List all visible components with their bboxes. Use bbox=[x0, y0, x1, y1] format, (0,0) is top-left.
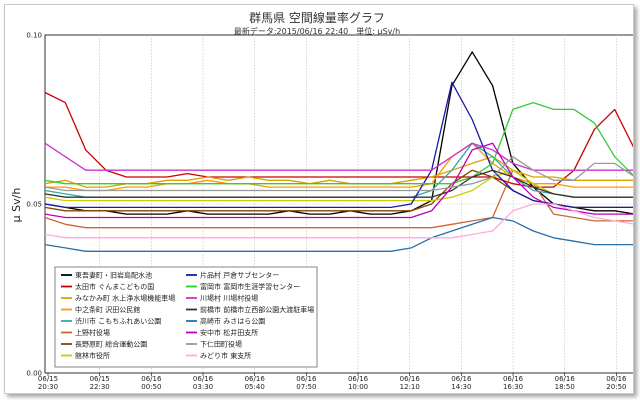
chart-title: 群馬県 空間線量率グラフ bbox=[249, 10, 385, 25]
series-line-14 bbox=[44, 142, 633, 219]
x-tick-time: 07:50 bbox=[296, 383, 316, 391]
x-tick-time: 05:40 bbox=[245, 383, 265, 391]
legend-label: 太田市 ぐんまこどもの国 bbox=[75, 282, 154, 291]
x-axis-ticks: 06/1520:3006/1522:3006/1600:5006/1603:30… bbox=[38, 373, 627, 391]
chart-subtitle: 最新データ:2015/06/16 22:40 単位: μSv/h bbox=[234, 26, 400, 36]
x-tick-date: 06/16 bbox=[348, 375, 369, 383]
legend-label: 下仁田町役場 bbox=[200, 340, 242, 349]
series-lines bbox=[44, 51, 633, 252]
x-tick-time: 20:50 bbox=[606, 383, 626, 391]
chart-frame: 群馬県 空間線量率グラフ 最新データ:2015/06/16 22:40 単位: … bbox=[4, 4, 634, 394]
legend-label: 川場村 川場村役場 bbox=[200, 294, 258, 303]
series-line-10 bbox=[44, 101, 633, 185]
legend-label: 長野原町 総合運動公園 bbox=[75, 340, 147, 349]
y-axis-ticks: 0.00 0.05 0.10 bbox=[26, 32, 42, 378]
legend-label: みなかみ町 水上浄水場機能車場 bbox=[75, 294, 175, 303]
y-tick-label: 0.10 bbox=[26, 32, 42, 40]
legend-label: 中之条町 沢田公民館 bbox=[75, 305, 140, 314]
series-line-15 bbox=[44, 156, 633, 192]
x-tick-time: 18:50 bbox=[555, 383, 575, 391]
x-tick-date: 06/16 bbox=[141, 375, 162, 383]
x-tick-date: 06/16 bbox=[555, 375, 576, 383]
y-axis-label: μ Sv/h bbox=[10, 188, 23, 223]
legend-label: 片品村 戸倉サブセンター bbox=[200, 271, 279, 280]
x-tick-time: 12:10 bbox=[400, 383, 420, 391]
x-tick-date: 06/16 bbox=[296, 375, 317, 383]
legend-label: 前橋市 前橋市立西部公園大渡駐車場 bbox=[200, 305, 314, 314]
legend-label: 東吾妻町・旧岩島配水池 bbox=[75, 271, 152, 280]
x-tick-date: 06/16 bbox=[245, 375, 266, 383]
legend-label: みどり市 東支所 bbox=[200, 351, 251, 360]
legend-label: 館林市役所 bbox=[75, 351, 110, 360]
legend-label: 上野村役場 bbox=[75, 328, 110, 337]
x-tick-time: 14:30 bbox=[451, 383, 471, 391]
series-line-13 bbox=[44, 216, 633, 252]
legend-label: 富岡市 富岡市生涯学習センター bbox=[200, 282, 300, 291]
series-line-9 bbox=[44, 81, 633, 209]
series-line-8 bbox=[44, 169, 633, 202]
x-tick-date: 06/16 bbox=[400, 375, 421, 383]
x-tick-date: 06/16 bbox=[193, 375, 214, 383]
x-tick-time: 22:30 bbox=[90, 383, 110, 391]
y-tick-label: 0.00 bbox=[26, 370, 42, 378]
x-tick-date: 06/15 bbox=[90, 375, 110, 383]
radiation-line-chart: 群馬県 空間線量率グラフ 最新データ:2015/06/16 22:40 単位: … bbox=[10, 10, 633, 391]
x-tick-time: 03:30 bbox=[193, 383, 213, 391]
series-line-12 bbox=[44, 169, 633, 198]
legend-box bbox=[54, 266, 318, 368]
x-tick-time: 10:00 bbox=[348, 383, 368, 391]
x-tick-date: 06/16 bbox=[606, 375, 627, 383]
x-tick-date: 06/16 bbox=[503, 375, 524, 383]
x-tick-time: 16:30 bbox=[503, 383, 523, 391]
legend-label: 渋川市 こもちふれあい公園 bbox=[75, 317, 161, 326]
x-tick-date: 06/15 bbox=[38, 375, 58, 383]
series-line-2 bbox=[44, 91, 633, 188]
series-line-11 bbox=[44, 142, 633, 171]
y-tick-label: 0.05 bbox=[26, 201, 42, 209]
x-tick-time: 20:30 bbox=[38, 383, 58, 391]
series-line-16 bbox=[44, 203, 633, 239]
x-tick-time: 00:50 bbox=[141, 383, 161, 391]
series-line-4 bbox=[45, 142, 633, 192]
legend-label: 安中市 松井田支所 bbox=[200, 328, 258, 337]
legend-label: 高崎市 みさはら公園 bbox=[200, 317, 265, 326]
x-tick-date: 06/16 bbox=[451, 375, 472, 383]
